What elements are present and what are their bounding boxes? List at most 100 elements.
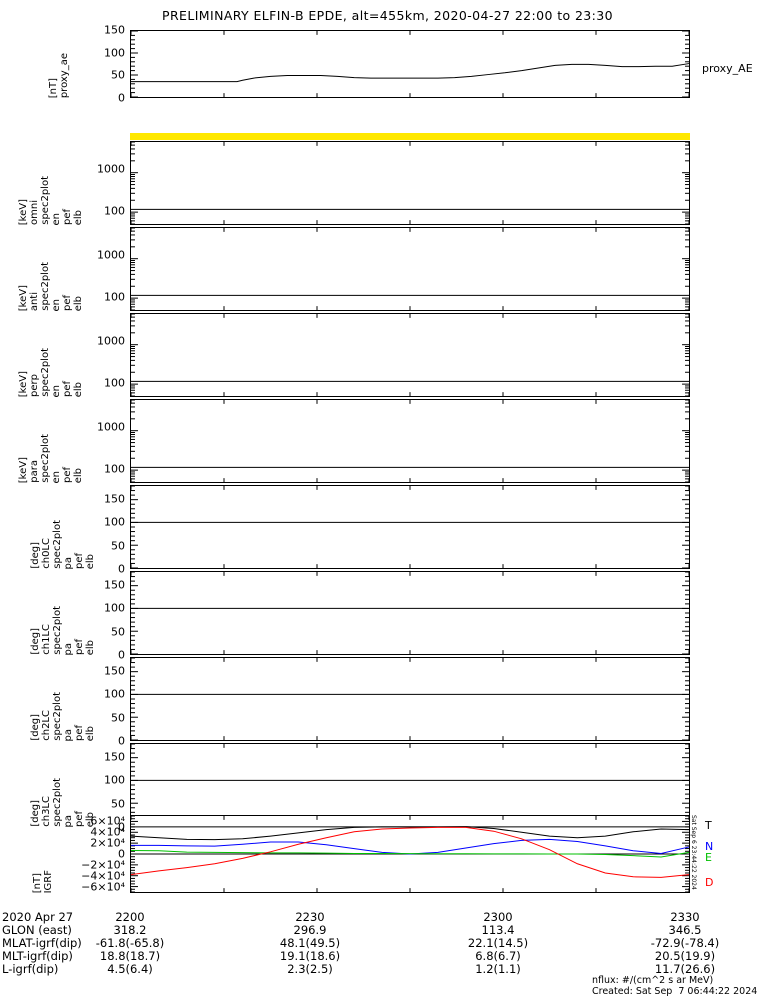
ytick: 50 bbox=[111, 539, 125, 553]
panel-pa-ch2lc[interactable] bbox=[130, 657, 690, 741]
ytick: 100 bbox=[104, 376, 125, 390]
yticks-pa-ch2lc: elb pef pa spec2plot ch2LC [deg] 150 100… bbox=[0, 657, 128, 748]
ytick: 0 bbox=[118, 648, 125, 662]
panel-en-omni[interactable] bbox=[130, 141, 690, 225]
ylabel-word: elb bbox=[73, 467, 84, 483]
ylabel-word: [nT] bbox=[32, 872, 43, 893]
ytick: 100 bbox=[104, 773, 125, 787]
yticks-igrf: IGRF [nT] 6×10⁴ 4×10⁴ 2×10⁴ 0 −2×10⁴ −4×… bbox=[0, 814, 128, 894]
ytick: 50 bbox=[111, 625, 125, 639]
ylabel-word: [nT] bbox=[48, 77, 59, 98]
igrf-series-group bbox=[131, 827, 689, 878]
panel-proxy-ae[interactable] bbox=[130, 30, 690, 98]
yticks-en-perp: elb pef en spec2plot perp [keV] 1000 100 bbox=[0, 313, 128, 397]
axis-ticks bbox=[131, 142, 689, 224]
axis-ticks bbox=[131, 486, 689, 568]
xcol-mlt-2: 6.8(6.7) bbox=[475, 949, 521, 963]
xaxis-rowname-lshell: L-igrf(dip) bbox=[2, 962, 59, 976]
ylabel-en-anti: elb pef en spec2plot anti [keV] bbox=[18, 227, 84, 311]
panel-en-para[interactable] bbox=[130, 399, 690, 483]
xcol-mlat-0: -61.8(-65.8) bbox=[95, 936, 165, 950]
legend-item-n: N bbox=[705, 840, 714, 853]
series-proxy-ae bbox=[131, 64, 689, 82]
panel-en-perp[interactable] bbox=[130, 313, 690, 397]
ylabel-word: [keV] bbox=[18, 456, 29, 483]
ytick: 0 bbox=[118, 91, 125, 105]
footer-created: Created: Sat Sep 7 06:44:22 2024 bbox=[592, 986, 758, 997]
ylabel-word: elb bbox=[73, 209, 84, 225]
pa-ch3lc-spectrogram bbox=[131, 744, 689, 826]
yticks-pa-ch3lc: elb pef pa spec2plot ch3LC [deg] 150 100… bbox=[0, 743, 128, 834]
yticks-proxy-ae: proxy_ae [nT] 150 100 50 0 bbox=[0, 24, 128, 105]
ytick: 50 bbox=[111, 68, 125, 82]
ylabel-word: pef bbox=[62, 208, 73, 225]
ylabel-word: spec2plot bbox=[52, 520, 63, 569]
ylabel-en-perp: elb pef en spec2plot perp [keV] bbox=[18, 313, 84, 397]
en-omni-spectrogram bbox=[131, 142, 689, 224]
xcol-mlat-3: -72.9(-78.4) bbox=[650, 936, 720, 950]
ylabel-pa-ch0lc: elb pef pa spec2plot ch0LC [deg] bbox=[30, 485, 96, 569]
xcol-time-3: 2330 bbox=[670, 910, 700, 924]
ylabel-en-omni: elb pef en spec2plot omni [keV] bbox=[18, 141, 84, 225]
panel-pa-ch0lc[interactable] bbox=[130, 485, 690, 569]
xaxis-rowname-date: 2020 Apr 27 bbox=[2, 910, 74, 924]
ylabel-en-para: elb pef en spec2plot para [keV] bbox=[18, 399, 84, 483]
ylabel-word: spec2plot bbox=[52, 606, 63, 655]
ylabel-word: [keV] bbox=[18, 198, 29, 225]
ytick: 1000 bbox=[97, 334, 125, 348]
ytick: 100 bbox=[104, 290, 125, 304]
colorbar-strip bbox=[130, 133, 690, 140]
xcol-glon-1: 296.9 bbox=[293, 923, 327, 937]
ylabel-word: perp bbox=[29, 374, 40, 397]
ytick: 1000 bbox=[97, 420, 125, 434]
axis-ticks bbox=[131, 314, 689, 396]
ylabel-word: en bbox=[51, 212, 62, 226]
series-igrf-d bbox=[131, 827, 689, 877]
ylabel-word: pef bbox=[74, 724, 85, 741]
footer-nflux: nflux: #/(cm^2 s ar MeV) bbox=[592, 975, 714, 986]
ytick: 150 bbox=[104, 750, 125, 764]
panel-pa-ch1lc[interactable] bbox=[130, 571, 690, 655]
ytick: 0 bbox=[118, 820, 125, 834]
ylabel-word: ch2LC bbox=[41, 710, 52, 741]
ylabel-word: para bbox=[29, 460, 40, 483]
ylabel-word: pef bbox=[62, 380, 73, 397]
ytick: 0 bbox=[118, 734, 125, 748]
ylabel-word: pa bbox=[63, 728, 74, 741]
ytick: 150 bbox=[104, 23, 125, 37]
legend-item-e: E bbox=[705, 851, 712, 864]
ytick: 50 bbox=[111, 797, 125, 811]
ytick: 100 bbox=[104, 687, 125, 701]
series-igrf-e bbox=[131, 850, 689, 857]
xaxis-rowname-mlt: MLT-igrf(dip) bbox=[2, 949, 73, 963]
yticks-en-para: elb pef en spec2plot para [keV] 1000 100 bbox=[0, 399, 128, 483]
ylabel-word: pef bbox=[74, 638, 85, 655]
panel-en-anti[interactable] bbox=[130, 227, 690, 311]
ytick: −4×10⁴ bbox=[81, 869, 125, 883]
ylabel-word: omni bbox=[29, 200, 40, 225]
axis-ticks bbox=[131, 816, 689, 892]
ylabel-word: spec2plot bbox=[52, 692, 63, 741]
axis-ticks bbox=[131, 658, 689, 740]
ylabel-word: ch1LC bbox=[41, 624, 52, 655]
ylabel-pa-ch1lc: elb pef pa spec2plot ch1LC [deg] bbox=[30, 571, 96, 655]
ytick: 50 bbox=[111, 711, 125, 725]
axis-ticks bbox=[131, 31, 689, 97]
creation-stamp-vertical: Sat Sep 6 23:44:22 2024 bbox=[690, 815, 697, 890]
ylabel-word: spec2plot bbox=[40, 348, 51, 397]
xcol-glon-3: 346.5 bbox=[668, 923, 702, 937]
panel-igrf[interactable] bbox=[130, 815, 690, 893]
xcol-lshell-1: 2.3(2.5) bbox=[287, 962, 333, 976]
ylabel-word: ch0LC bbox=[41, 538, 52, 569]
xaxis-rowname-glon: GLON (east) bbox=[2, 923, 72, 937]
ylabel-word: elb bbox=[85, 553, 96, 569]
ylabel-word: elb bbox=[85, 639, 96, 655]
en-perp-spectrogram bbox=[131, 314, 689, 396]
yticks-pa-ch0lc: elb pef pa spec2plot ch0LC [deg] 150 100… bbox=[0, 485, 128, 576]
pa-ch1lc-spectrogram bbox=[131, 572, 689, 654]
ytick: 6×10⁴ bbox=[90, 814, 125, 828]
xcol-time-0: 2200 bbox=[115, 910, 145, 924]
xcol-glon-0: 318.2 bbox=[113, 923, 147, 937]
xcol-mlt-3: 20.5(19.9) bbox=[654, 949, 716, 963]
